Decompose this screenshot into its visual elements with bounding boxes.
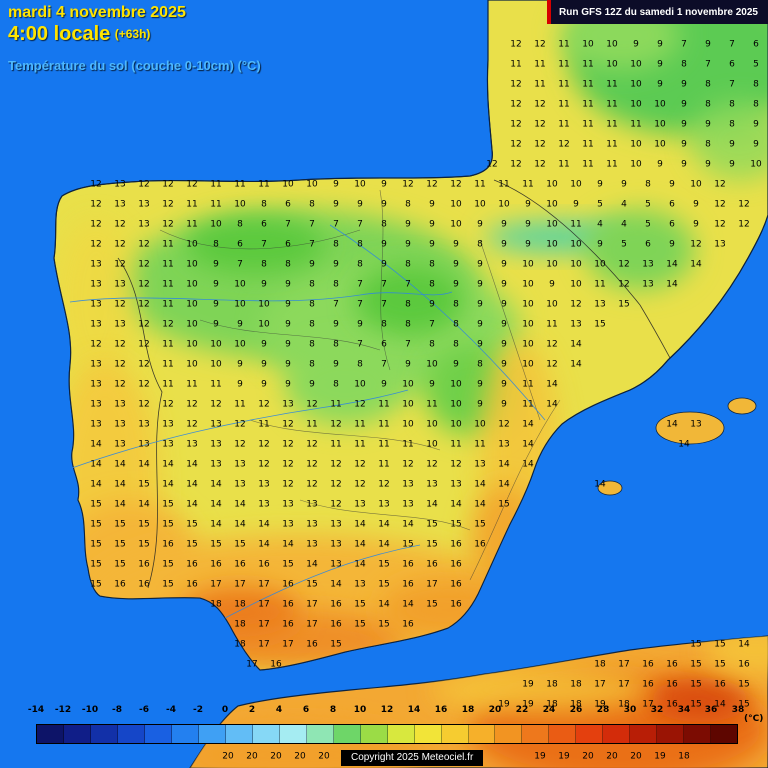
- colorbar-segment: [684, 725, 712, 743]
- colorbar-segment: [711, 725, 738, 743]
- colorbar-segment: [198, 725, 226, 743]
- colorbar-segment: [90, 725, 118, 743]
- colorbar-segments: [36, 724, 738, 744]
- river-ebro: [329, 224, 546, 421]
- colorbar-segment: [468, 725, 496, 743]
- colorbar-segment: [306, 725, 334, 743]
- colorbar-segment: [657, 725, 685, 743]
- colorbar-segment: [441, 725, 469, 743]
- run-info-text: Run GFS 12Z du samedi 1 novembre 2025: [559, 6, 758, 18]
- run-accent-bar: [547, 0, 552, 24]
- river-guadalquivir: [224, 544, 421, 619]
- colorbar-segment: [522, 725, 550, 743]
- colorbar-segment: [360, 725, 388, 743]
- colorbar-segment: [279, 725, 307, 743]
- colorbar-segment: [387, 725, 415, 743]
- colorbar-segment: [333, 725, 361, 743]
- landmass-iberia-france: [53, 0, 768, 671]
- island-ibiza: [597, 480, 623, 496]
- border-lines: [117, 179, 671, 589]
- colorbar-segment: [63, 725, 91, 743]
- province-lines: [159, 189, 561, 581]
- colorbar-segment: [117, 725, 145, 743]
- river-lines: [69, 224, 546, 619]
- colorbar-segment: [144, 725, 172, 743]
- river-tagus: [71, 389, 409, 469]
- border-portugal-spain: [117, 257, 163, 589]
- colorbar-segment: [576, 725, 604, 743]
- colorbar-segment: [603, 725, 631, 743]
- island-menorca: [727, 397, 757, 415]
- balearic-islands: [597, 397, 757, 496]
- colorbar-segment: [225, 725, 253, 743]
- island-mallorca: [655, 411, 725, 445]
- border-spain-france: [493, 179, 671, 359]
- colorbar-unit: (°C): [744, 714, 764, 724]
- colorbar-segment: [171, 725, 199, 743]
- colorbar-segment: [630, 725, 658, 743]
- colorbar-segment: [37, 725, 64, 743]
- colorbar-segment: [414, 725, 442, 743]
- river-douro: [69, 291, 453, 303]
- colorbar-segment: [495, 725, 523, 743]
- colorbar-segment: [549, 725, 577, 743]
- run-info-box: Run GFS 12Z du samedi 1 novembre 2025: [547, 0, 768, 24]
- colorbar-segment: [252, 725, 280, 743]
- copyright: Copyright 2025 Meteociel.fr: [341, 750, 484, 766]
